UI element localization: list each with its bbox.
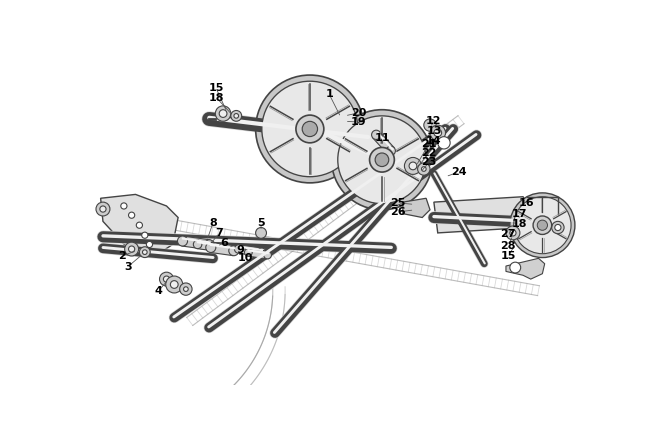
Circle shape [386, 146, 395, 155]
Circle shape [204, 240, 214, 250]
Text: 3: 3 [124, 262, 131, 272]
Circle shape [554, 224, 561, 231]
Text: 16: 16 [519, 198, 535, 208]
Circle shape [231, 110, 242, 121]
Text: 19: 19 [351, 117, 367, 127]
Text: 9: 9 [236, 245, 244, 255]
Text: 5: 5 [257, 218, 265, 228]
Text: 25: 25 [390, 198, 405, 208]
Circle shape [219, 110, 227, 117]
Circle shape [244, 249, 252, 256]
Circle shape [552, 221, 564, 234]
Circle shape [437, 137, 450, 149]
Circle shape [216, 243, 225, 252]
Circle shape [183, 287, 188, 291]
Circle shape [417, 163, 430, 175]
Text: 24: 24 [451, 167, 467, 177]
Text: 27: 27 [500, 229, 516, 239]
Text: 20: 20 [351, 108, 367, 118]
Text: 28: 28 [500, 241, 516, 251]
Circle shape [510, 262, 521, 273]
Circle shape [166, 276, 183, 293]
Circle shape [129, 246, 135, 252]
Circle shape [533, 216, 552, 234]
Circle shape [96, 202, 110, 216]
Circle shape [121, 203, 127, 209]
Circle shape [257, 248, 266, 256]
Circle shape [375, 153, 389, 167]
Text: 2: 2 [118, 251, 125, 261]
Polygon shape [248, 249, 268, 259]
Text: 1: 1 [326, 89, 333, 99]
Text: 15: 15 [209, 83, 224, 93]
Circle shape [125, 242, 138, 256]
Text: 14: 14 [426, 136, 442, 145]
Circle shape [129, 212, 135, 218]
Text: 7: 7 [215, 228, 223, 238]
Circle shape [255, 75, 364, 183]
Polygon shape [182, 236, 210, 250]
Circle shape [372, 130, 381, 139]
Polygon shape [101, 194, 178, 256]
Circle shape [510, 193, 575, 258]
Circle shape [514, 197, 571, 254]
Polygon shape [373, 132, 394, 154]
Circle shape [215, 106, 231, 121]
Circle shape [404, 158, 421, 174]
Circle shape [510, 230, 516, 236]
Circle shape [430, 125, 445, 141]
Circle shape [170, 281, 178, 288]
Text: 18: 18 [209, 93, 225, 103]
Circle shape [262, 81, 358, 177]
Polygon shape [403, 198, 430, 217]
Text: 21: 21 [421, 139, 437, 149]
Text: 13: 13 [426, 126, 441, 136]
Circle shape [163, 276, 170, 282]
Circle shape [229, 246, 239, 256]
Text: 12: 12 [426, 116, 441, 126]
Circle shape [370, 148, 395, 172]
Circle shape [421, 167, 426, 171]
Circle shape [264, 251, 272, 259]
Circle shape [434, 129, 441, 137]
Text: 26: 26 [389, 207, 405, 217]
Text: 18: 18 [512, 219, 527, 229]
Text: 17: 17 [512, 209, 527, 219]
Circle shape [146, 241, 153, 248]
Circle shape [302, 121, 318, 136]
Circle shape [296, 115, 324, 143]
Text: 6: 6 [221, 238, 229, 248]
Circle shape [506, 226, 520, 240]
Polygon shape [238, 245, 263, 256]
Text: 22: 22 [421, 148, 437, 158]
Polygon shape [197, 240, 221, 252]
Circle shape [159, 272, 174, 286]
Circle shape [538, 220, 547, 230]
Circle shape [235, 245, 243, 253]
Circle shape [234, 113, 239, 118]
Text: 15: 15 [500, 251, 516, 261]
Circle shape [409, 162, 417, 170]
Text: 4: 4 [155, 286, 162, 296]
Circle shape [142, 232, 148, 238]
Circle shape [193, 240, 202, 249]
Circle shape [332, 110, 432, 210]
Text: 10: 10 [238, 253, 254, 263]
Circle shape [338, 116, 426, 204]
Polygon shape [210, 242, 235, 255]
Polygon shape [506, 259, 545, 279]
Circle shape [139, 247, 150, 258]
Circle shape [255, 227, 266, 238]
Circle shape [136, 222, 142, 228]
Circle shape [424, 119, 436, 131]
Text: 23: 23 [422, 157, 437, 167]
Circle shape [179, 283, 192, 295]
Circle shape [142, 250, 147, 255]
Circle shape [206, 242, 216, 252]
Polygon shape [434, 197, 534, 233]
Text: 8: 8 [209, 218, 217, 228]
Circle shape [177, 236, 188, 246]
Text: 11: 11 [374, 133, 390, 143]
Circle shape [100, 206, 106, 212]
